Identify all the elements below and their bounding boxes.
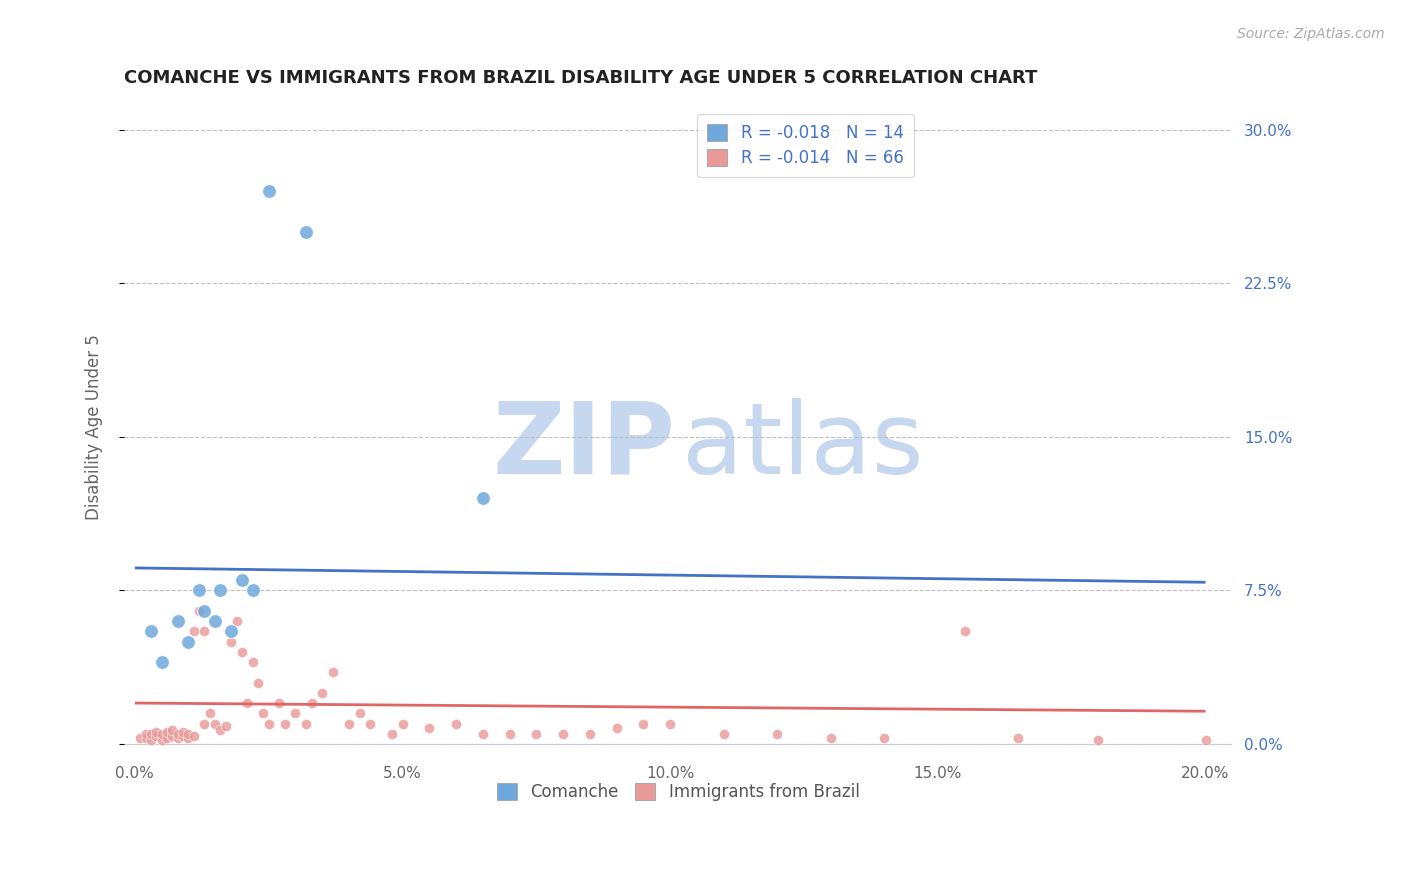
Point bbox=[766, 727, 789, 741]
Point bbox=[236, 696, 259, 710]
Point bbox=[177, 727, 200, 741]
Text: Source: ZipAtlas.com: Source: ZipAtlas.com bbox=[1237, 27, 1385, 41]
Point bbox=[188, 604, 211, 618]
Point bbox=[633, 716, 655, 731]
Point bbox=[301, 696, 323, 710]
Text: ZIP: ZIP bbox=[492, 398, 675, 495]
Point bbox=[246, 675, 269, 690]
Legend: Comanche, Immigrants from Brazil: Comanche, Immigrants from Brazil bbox=[486, 773, 869, 812]
Point bbox=[156, 731, 179, 745]
Y-axis label: Disability Age Under 5: Disability Age Under 5 bbox=[86, 334, 103, 520]
Point bbox=[166, 614, 188, 628]
Point bbox=[257, 184, 280, 198]
Point bbox=[129, 731, 152, 745]
Point bbox=[139, 624, 162, 639]
Point bbox=[873, 731, 896, 745]
Point bbox=[145, 729, 167, 743]
Point bbox=[1007, 731, 1029, 745]
Point bbox=[177, 634, 200, 648]
Point bbox=[193, 716, 215, 731]
Point bbox=[953, 624, 976, 639]
Point bbox=[219, 624, 242, 639]
Point bbox=[219, 634, 242, 648]
Point bbox=[606, 721, 628, 735]
Point bbox=[231, 645, 253, 659]
Point bbox=[524, 727, 547, 741]
Point bbox=[553, 727, 575, 741]
Point bbox=[209, 583, 232, 598]
Point bbox=[145, 724, 167, 739]
Point bbox=[579, 727, 602, 741]
Point bbox=[337, 716, 360, 731]
Point bbox=[172, 724, 194, 739]
Point bbox=[1194, 732, 1216, 747]
Point bbox=[193, 604, 215, 618]
Point bbox=[381, 727, 404, 741]
Point bbox=[156, 724, 179, 739]
Point bbox=[150, 727, 173, 741]
Point bbox=[162, 729, 184, 743]
Point bbox=[135, 731, 157, 745]
Point bbox=[659, 716, 682, 731]
Point bbox=[162, 723, 184, 737]
Point bbox=[391, 716, 413, 731]
Point bbox=[139, 727, 162, 741]
Point bbox=[183, 624, 205, 639]
Point bbox=[295, 716, 318, 731]
Point bbox=[418, 721, 440, 735]
Point bbox=[215, 718, 238, 732]
Point bbox=[252, 706, 274, 721]
Point bbox=[139, 732, 162, 747]
Point bbox=[177, 731, 200, 745]
Point bbox=[295, 225, 318, 239]
Point bbox=[242, 655, 264, 669]
Point bbox=[198, 706, 221, 721]
Point bbox=[231, 573, 253, 587]
Point bbox=[150, 732, 173, 747]
Point bbox=[349, 706, 371, 721]
Point bbox=[284, 706, 307, 721]
Point bbox=[820, 731, 842, 745]
Point bbox=[1087, 732, 1109, 747]
Point bbox=[225, 614, 247, 628]
Point bbox=[204, 716, 226, 731]
Point bbox=[193, 624, 215, 639]
Point bbox=[359, 716, 381, 731]
Text: atlas: atlas bbox=[682, 398, 924, 495]
Point bbox=[172, 729, 194, 743]
Point bbox=[188, 583, 211, 598]
Point bbox=[322, 665, 344, 680]
Point bbox=[269, 696, 291, 710]
Point bbox=[471, 491, 494, 506]
Point bbox=[150, 655, 173, 669]
Point bbox=[183, 729, 205, 743]
Text: COMANCHE VS IMMIGRANTS FROM BRAZIL DISABILITY AGE UNDER 5 CORRELATION CHART: COMANCHE VS IMMIGRANTS FROM BRAZIL DISAB… bbox=[124, 69, 1038, 87]
Point bbox=[274, 716, 297, 731]
Point bbox=[166, 727, 188, 741]
Point bbox=[242, 583, 264, 598]
Point bbox=[444, 716, 467, 731]
Point bbox=[257, 716, 280, 731]
Point bbox=[135, 727, 157, 741]
Point bbox=[713, 727, 735, 741]
Point bbox=[166, 731, 188, 745]
Point bbox=[209, 723, 232, 737]
Point bbox=[498, 727, 520, 741]
Point bbox=[204, 614, 226, 628]
Point bbox=[311, 686, 333, 700]
Point bbox=[471, 727, 494, 741]
